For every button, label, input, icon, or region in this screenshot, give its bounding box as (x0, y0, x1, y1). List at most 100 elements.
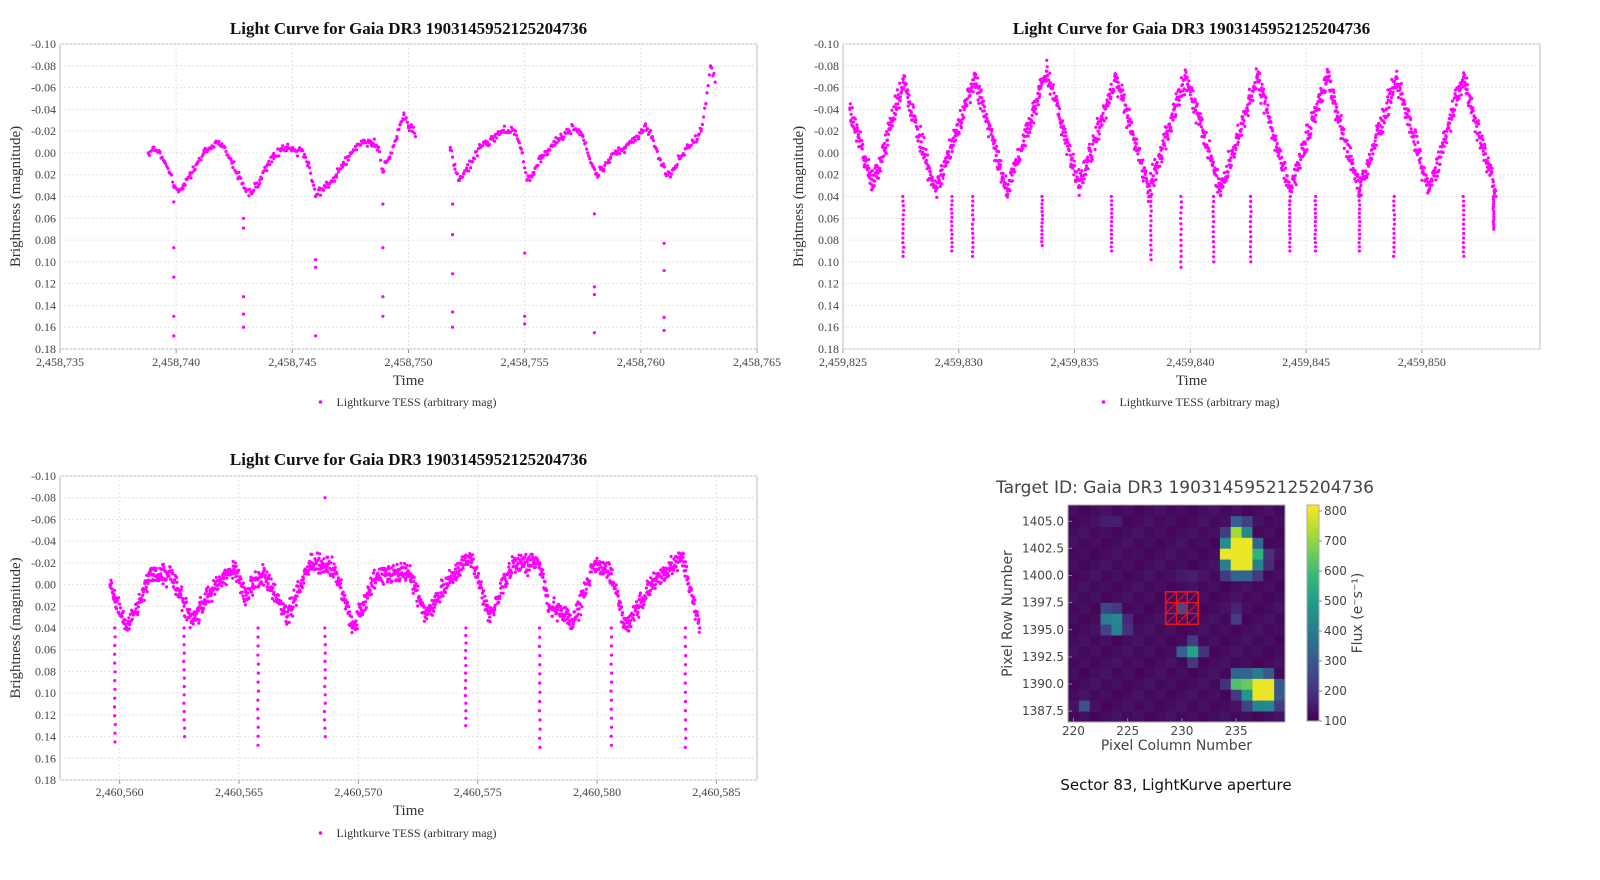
data-point (542, 153, 546, 157)
data-point (1345, 150, 1349, 154)
data-point (1022, 139, 1026, 143)
data-point (901, 217, 905, 222)
data-point (182, 626, 186, 630)
data-point (645, 127, 650, 131)
data-point (1373, 139, 1377, 143)
data-point (413, 135, 418, 139)
data-point (1453, 108, 1457, 112)
heatmap-pixel (1089, 667, 1101, 679)
heatmap-pixel (1241, 570, 1253, 582)
data-point (538, 718, 542, 722)
heatmap-pixel (1230, 700, 1242, 712)
data-point (451, 580, 455, 585)
data-point (1088, 142, 1092, 146)
data-point (1249, 210, 1253, 214)
data-point (1131, 133, 1135, 137)
data-point (291, 605, 295, 609)
y-tick-label: 0.12 (35, 277, 56, 291)
data-point (197, 618, 201, 622)
data-point (692, 140, 696, 144)
y-axis-label: Brightness (magnitude) (791, 126, 807, 267)
heatmap-pixel (1176, 711, 1188, 723)
data-point (1367, 152, 1371, 156)
heatmap-pixel (1122, 656, 1134, 669)
data-point (986, 127, 990, 131)
data-point (454, 578, 458, 582)
data-point (1264, 96, 1268, 100)
data-point (609, 653, 614, 657)
data-point (1218, 189, 1222, 193)
data-point (568, 613, 573, 617)
x-tick-label: 220 (1062, 724, 1085, 738)
heatmap-pixel (1078, 678, 1090, 690)
y-tick-label: 0.00 (35, 578, 56, 592)
data-point (1367, 164, 1371, 168)
data-point (567, 129, 571, 133)
data-point (950, 241, 954, 245)
heatmap-pixel (1154, 537, 1166, 549)
colorbar-segment (1307, 713, 1319, 718)
data-point (182, 634, 186, 639)
data-point (1492, 199, 1496, 204)
heatmap-pixel (1252, 656, 1264, 669)
data-point (1480, 146, 1485, 150)
heatmap-pixel (1252, 580, 1264, 593)
x-tick-label: 2,458,765 (733, 355, 781, 369)
heatmap-pixel (1089, 559, 1101, 571)
legend-marker (318, 831, 323, 835)
heatmap-pixel (1219, 548, 1232, 560)
data-point (541, 575, 545, 580)
data-point (1040, 221, 1044, 225)
data-point (1236, 123, 1240, 127)
data-point (336, 170, 341, 174)
data-point (1492, 210, 1496, 214)
heatmap-pixel (1274, 591, 1286, 603)
data-point (882, 154, 886, 158)
data-point (377, 150, 382, 154)
data-point (590, 162, 594, 166)
heatmap-pixel (1187, 505, 1199, 517)
heatmap-pixel (1219, 711, 1232, 723)
data-point (1249, 240, 1253, 244)
data-point (1028, 127, 1032, 131)
heatmap-pixel (1241, 602, 1253, 614)
data-point (179, 593, 183, 597)
data-point (256, 707, 260, 711)
data-point (930, 178, 935, 182)
data-point (538, 745, 542, 750)
heatmap-pixel (1274, 656, 1286, 669)
heatmap-pixel (1176, 667, 1188, 679)
data-point (918, 149, 922, 153)
data-point (120, 614, 124, 618)
data-point (1162, 144, 1167, 148)
data-point (1120, 83, 1124, 87)
data-point (624, 626, 628, 630)
heatmap-pixel (1230, 559, 1242, 571)
data-point (1108, 92, 1112, 96)
data-point (937, 175, 941, 179)
data-point (1274, 134, 1278, 138)
heatmap-pixel (1230, 591, 1242, 603)
data-point (1257, 78, 1261, 83)
colorbar-tick-label: 100 (1324, 714, 1347, 728)
data-point (1325, 67, 1329, 72)
data-point (697, 617, 701, 622)
heatmap-pixel (1100, 667, 1112, 679)
heatmap-pixel (1154, 656, 1166, 669)
data-point (283, 609, 287, 614)
heatmap-pixel (1143, 570, 1156, 582)
data-point (1109, 232, 1113, 236)
data-point (441, 583, 446, 587)
data-point (362, 603, 366, 607)
x-tick-label: 2,460,585 (692, 785, 740, 799)
data-point (172, 334, 176, 338)
data-point (1179, 260, 1183, 264)
data-point (1389, 100, 1393, 105)
data-point (623, 151, 627, 155)
data-point (1149, 253, 1153, 257)
colorbar-segment (1307, 677, 1319, 682)
data-point (1370, 157, 1374, 161)
data-point (683, 626, 688, 630)
data-point (570, 617, 574, 622)
data-point (547, 604, 551, 608)
